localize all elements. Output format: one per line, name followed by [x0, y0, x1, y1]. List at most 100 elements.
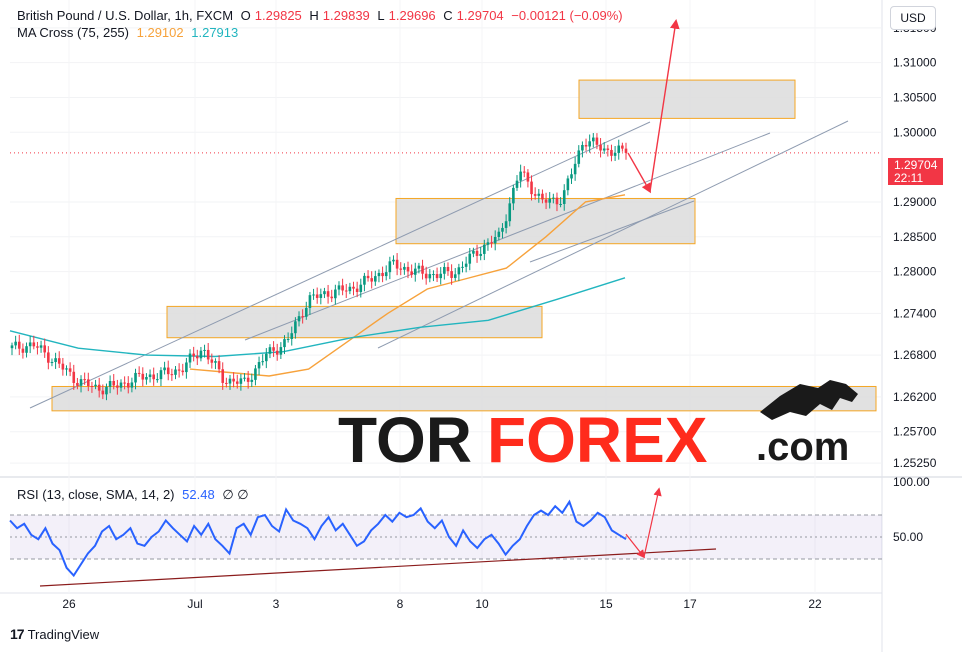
candle-body	[624, 148, 628, 153]
currency-button[interactable]: USD	[890, 6, 936, 30]
candle-body	[54, 358, 57, 363]
candle-body	[21, 348, 25, 353]
ma-legend: MA Cross (75, 255) 1.29102 1.27913	[17, 25, 242, 40]
candle-body	[210, 359, 214, 363]
candle-body	[90, 385, 94, 387]
candle-body	[555, 197, 559, 205]
candle-body	[188, 353, 192, 363]
candle-body	[294, 321, 297, 334]
candle-body	[395, 259, 399, 269]
candle-body	[323, 291, 326, 295]
candle-body	[515, 180, 519, 188]
candle-body	[374, 276, 377, 282]
x-tick-label: 17	[683, 597, 697, 611]
candle-body	[279, 347, 283, 355]
candle-body	[450, 271, 453, 278]
candle-body	[228, 378, 232, 384]
candle-body	[366, 275, 370, 279]
candle-body	[39, 345, 43, 348]
rsi-forecast-up	[643, 487, 662, 558]
rsi-legend: RSI (13, close, SMA, 14, 2) 52.48 ∅ ∅	[17, 487, 253, 503]
candle-body	[166, 367, 170, 375]
candle-body	[453, 274, 457, 278]
candle-body	[537, 193, 541, 196]
candle-body	[232, 378, 235, 382]
candle-body	[268, 347, 272, 354]
ma75-line	[189, 194, 626, 377]
ma-label: MA Cross (75, 255)	[17, 25, 129, 40]
candle-body	[399, 268, 403, 270]
channel-line	[377, 120, 849, 349]
candle-body	[577, 150, 581, 164]
tradingview-logo[interactable]: 17 TradingView	[10, 626, 99, 642]
ma75-value: 1.29102	[136, 25, 184, 40]
candle-body	[588, 141, 591, 147]
candle-body	[359, 284, 363, 293]
candle-body	[483, 244, 486, 254]
candle-body	[519, 171, 522, 181]
candle-body	[413, 268, 417, 275]
candle-body	[599, 144, 602, 151]
candle-body	[261, 361, 264, 363]
candle-body	[83, 379, 86, 381]
candle-body	[28, 342, 32, 347]
candle-body	[50, 362, 54, 364]
candle-body	[570, 174, 573, 179]
watermark-com: .com	[756, 425, 849, 469]
candle-body	[36, 346, 39, 348]
candle-body	[297, 316, 301, 322]
y-tick-label: 1.28000	[893, 265, 937, 279]
candle-body	[392, 259, 395, 262]
candle-body	[10, 345, 14, 349]
forecast-arrow-up	[649, 18, 680, 192]
candle-body	[432, 274, 435, 276]
candle-body	[126, 382, 130, 388]
candle-body	[301, 316, 304, 318]
y-tick-label: 1.28500	[893, 230, 937, 244]
x-tick-label: 15	[599, 597, 613, 611]
channel-line	[29, 121, 651, 409]
candle-body	[584, 144, 588, 147]
candle-body	[435, 274, 439, 279]
candle-body	[566, 178, 570, 191]
candle-body	[185, 362, 188, 373]
rsi-label: RSI (13, close, SMA, 14, 2)	[17, 487, 175, 502]
candle-body	[43, 345, 46, 353]
candle-body	[246, 377, 250, 382]
x-tick-label: 3	[273, 597, 280, 611]
candle-body	[606, 148, 610, 150]
candle-body	[410, 271, 413, 275]
candle-body	[130, 382, 134, 388]
candle-body	[192, 353, 195, 357]
x-tick-label: 10	[475, 597, 489, 611]
candle-body	[610, 149, 613, 156]
symbol-title: British Pound / U.S. Dollar, 1h, FXCM	[17, 8, 234, 23]
channel-line	[529, 200, 695, 263]
candle-body	[57, 358, 61, 364]
bar-countdown: 22:11	[894, 171, 924, 185]
candle-body	[308, 295, 312, 308]
y-tick-label: 1.31000	[893, 56, 937, 70]
candle-body	[493, 236, 497, 244]
candle-body	[468, 253, 472, 264]
open-value: 1.29825	[254, 8, 302, 23]
candle-body	[370, 278, 373, 282]
candle-body	[79, 379, 83, 386]
candle-body	[315, 294, 319, 298]
candle-body	[544, 199, 548, 203]
candle-body	[595, 137, 599, 145]
x-tick-label: 8	[397, 597, 404, 611]
candle-body	[526, 172, 530, 182]
candle-body	[177, 369, 181, 371]
candle-body	[108, 380, 112, 387]
candle-body	[17, 341, 21, 349]
candle-body	[275, 350, 279, 355]
support-resistance-zone	[166, 305, 543, 339]
rsi-value: 52.48	[182, 487, 215, 502]
candle-body	[119, 382, 123, 388]
candle-body	[105, 386, 108, 395]
x-tick-label: Jul	[187, 597, 202, 611]
candle-body	[377, 272, 381, 277]
